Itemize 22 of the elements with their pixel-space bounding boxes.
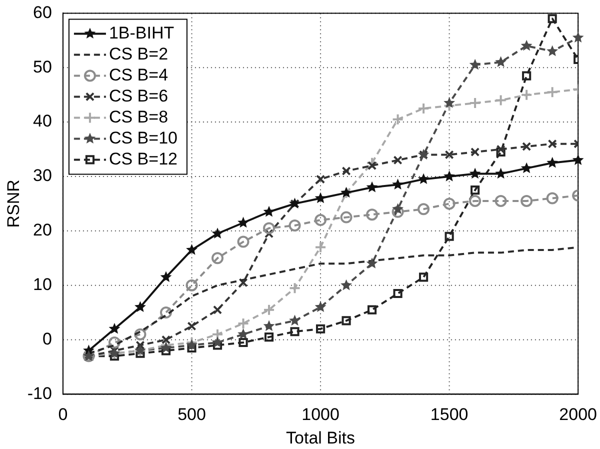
y-tick-label: 30 xyxy=(33,166,52,186)
y-tick-label: 40 xyxy=(33,112,52,131)
x-tick-label: 1000 xyxy=(302,405,340,424)
x-tick-label: 500 xyxy=(178,405,206,424)
legend-label: CS B=10 xyxy=(108,128,178,148)
y-tick-label: 20 xyxy=(33,220,52,240)
x-axis-title: Total Bits xyxy=(286,428,356,448)
x-tick-label: 0 xyxy=(58,405,68,424)
legend-label: CS B=2 xyxy=(108,44,168,64)
legend-label: 1B-BIHT xyxy=(108,23,174,42)
legend-label: CS B=6 xyxy=(108,86,168,106)
y-tick-label: 50 xyxy=(33,57,52,76)
y-tick-label: 60 xyxy=(33,2,52,22)
legend-label: CS B=4 xyxy=(108,65,168,84)
y-tick-label: -10 xyxy=(27,384,52,403)
y-tick-label: 0 xyxy=(42,329,52,348)
x-tick-label: 2000 xyxy=(559,405,598,424)
y-tick-label: 10 xyxy=(33,275,52,294)
legend-label: CS B=12 xyxy=(108,149,178,168)
x-tick-label: 1500 xyxy=(430,405,468,424)
y-axis-title: RSNR xyxy=(4,180,23,228)
legend-label: CS B=8 xyxy=(108,107,168,126)
